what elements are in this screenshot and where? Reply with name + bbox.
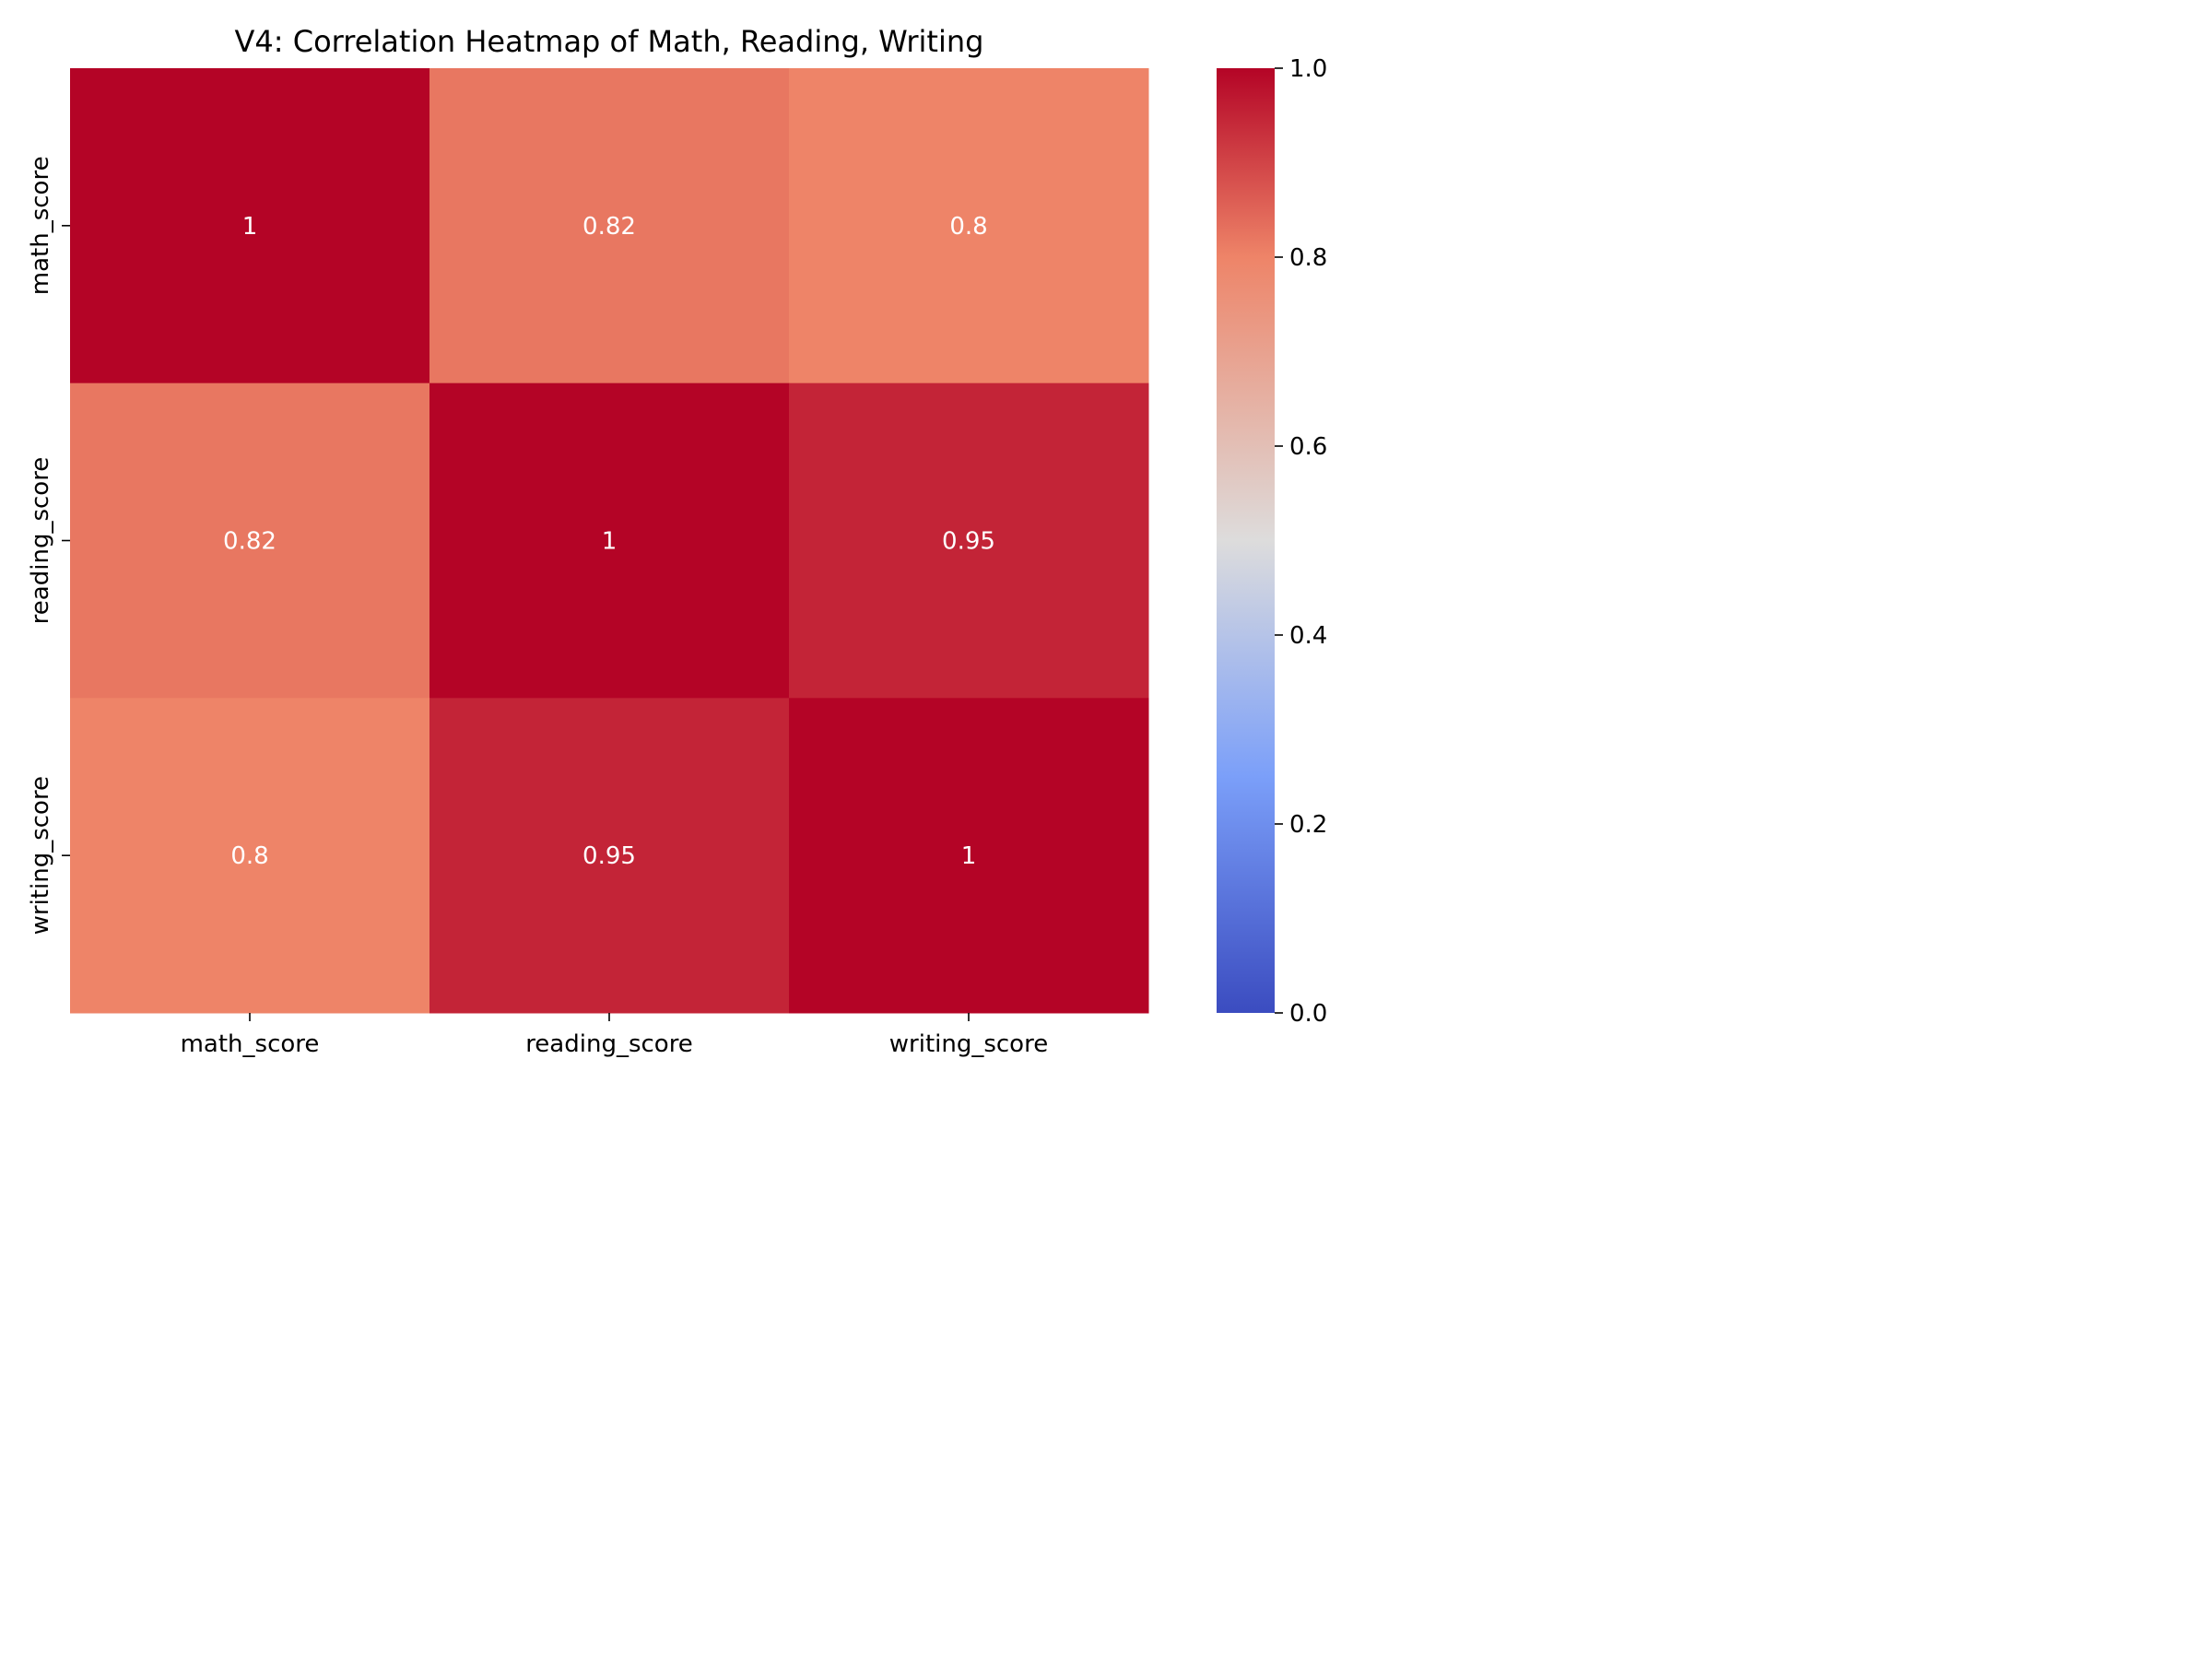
heatmap-cell-math_score-reading_score (429, 68, 790, 384)
colorbar-tick-label: 0.4 (1289, 622, 1327, 650)
cell-annotation: 0.95 (942, 528, 995, 556)
cell-annotation: 0.82 (223, 528, 276, 556)
colorbar-tick-label: 0.2 (1289, 811, 1327, 839)
cell-annotation: 1 (602, 528, 618, 556)
cell-annotation: 1 (242, 213, 258, 241)
heatmap-cell-reading_score-math_score (70, 382, 430, 699)
y-tick-label: writing_score (27, 776, 54, 935)
colorbar-tick-label: 0.0 (1289, 1000, 1327, 1028)
heatmap-cell-reading_score-writing_score (789, 382, 1149, 699)
cell-annotation: 0.82 (582, 213, 636, 241)
y-tick-label: math_score (27, 156, 54, 295)
cell-annotation: 0.95 (582, 842, 636, 870)
y-axis: math_score reading_score writing_score (27, 156, 70, 935)
colorbar-tick-label: 0.6 (1289, 433, 1327, 461)
chart-title: V4: Correlation Heatmap of Math, Reading… (235, 24, 984, 59)
x-tick-label: math_score (181, 1030, 320, 1058)
heatmap-cell-math_score-math_score (70, 68, 430, 384)
x-tick-label: writing_score (889, 1030, 1048, 1058)
x-tick-label: reading_score (525, 1030, 693, 1058)
y-tick-label: reading_score (27, 457, 54, 625)
heatmap-cell-writing_score-reading_score (429, 698, 790, 1014)
colorbar-axis: 0.0 0.2 0.4 0.6 0.8 1.0 (1275, 55, 1327, 1028)
heatmap-cell-math_score-writing_score (789, 68, 1149, 384)
heatmap-chart: V4: Correlation Heatmap of Math, Reading… (27, 24, 1327, 1058)
heatmap-cell-writing_score-writing_score (789, 698, 1149, 1014)
x-axis: math_score reading_score writing_score (181, 1013, 1048, 1058)
colorbar-tick-label: 0.8 (1289, 244, 1327, 272)
colorbar-tick-label: 1.0 (1289, 55, 1327, 83)
cell-annotation: 1 (961, 842, 977, 870)
heatmap-cells (70, 68, 1149, 1014)
colorbar (1217, 68, 1275, 1013)
heatmap-cell-reading_score-reading_score (429, 382, 790, 699)
cell-annotation: 0.8 (230, 842, 268, 870)
heatmap-cell-writing_score-math_score (70, 698, 430, 1014)
cell-annotation: 0.8 (949, 213, 987, 241)
cell-annotations: 1 0.82 0.8 0.82 1 0.95 0.8 0.95 1 (223, 213, 995, 870)
